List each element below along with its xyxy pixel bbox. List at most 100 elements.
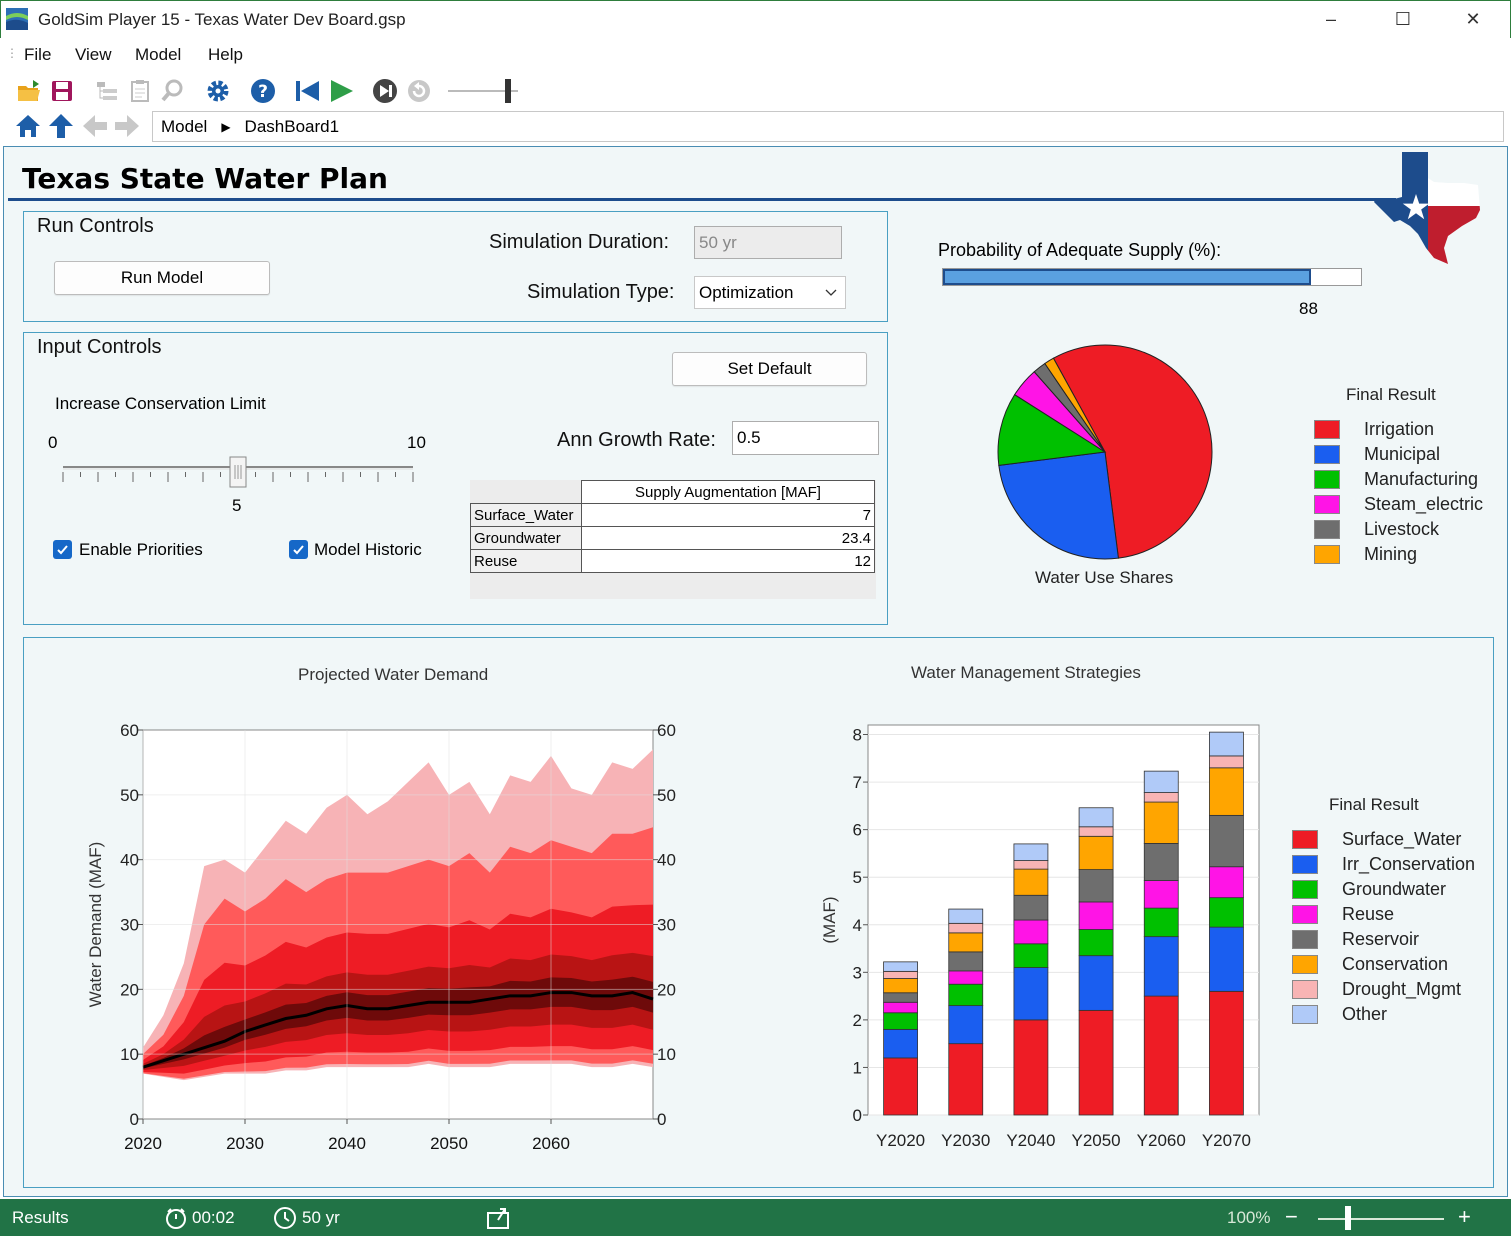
y-tick-label: 50	[120, 786, 139, 805]
home-icon[interactable]	[13, 112, 43, 140]
bar-segment-irr_conservation	[1143, 936, 1179, 997]
bar-segment-drought_mgmt	[883, 970, 918, 979]
zoom-slider-track[interactable]	[1318, 1218, 1444, 1220]
breadcrumb-root[interactable]: Model	[161, 116, 208, 136]
search-icon[interactable]	[158, 76, 188, 106]
clipboard-icon[interactable]	[125, 76, 155, 106]
menu-model[interactable]: Model	[135, 45, 182, 64]
bar-legend: Surface_Water Irr_Conservation Groundwater…	[1292, 827, 1475, 1027]
table-row: Groundwater 23.4	[470, 526, 875, 550]
tree-view-icon[interactable]	[92, 76, 122, 106]
y-tick-label: 5	[853, 868, 862, 887]
legend-label: Conservation	[1342, 954, 1449, 974]
strategies-bar-chart: 0 1 2 3 4 5 6 7 8 Y2020 Y2030 Y2040 Y2050 Y2060 Y2070 (…	[820, 724, 1260, 1150]
legend-label: Livestock	[1364, 519, 1440, 539]
legend-item: Irr_Conservation	[1292, 852, 1475, 877]
status-results: Results	[12, 1208, 69, 1227]
bar-segment-other	[1143, 770, 1179, 793]
row-value[interactable]: 23.4	[581, 526, 875, 550]
pie-slice-manufacturing	[997, 393, 1107, 466]
water-use-pie-chart	[997, 344, 1213, 560]
simulation-type-select[interactable]: Optimization	[694, 276, 846, 309]
plot-area	[867, 724, 1260, 1116]
legend-item: Manufacturing	[1314, 467, 1483, 492]
x-tick-label: Y2020	[876, 1131, 925, 1150]
pie-slice-irrigation	[1052, 344, 1213, 559]
slider-value-label: 5	[232, 496, 242, 515]
x-tick-label: 2040	[328, 1134, 366, 1153]
forward-arrow-icon[interactable]	[112, 112, 142, 140]
legend-swatch	[1292, 955, 1318, 974]
run-model-button[interactable]: Run Model	[54, 261, 270, 295]
legend-swatch	[1314, 545, 1340, 564]
window-title: GoldSim Player 15 - Texas Water Dev Boar…	[38, 10, 406, 29]
probability-bar	[942, 268, 1362, 286]
bar-segment-reuse	[1143, 880, 1179, 909]
legend-label: Drought_Mgmt	[1342, 979, 1462, 999]
zoom-in-button[interactable]: +	[1458, 1204, 1471, 1229]
enable-priorities-checkbox[interactable]	[53, 540, 72, 559]
bar-segment-reservoir	[1143, 843, 1179, 881]
y-tick-label: 4	[853, 916, 862, 935]
x-tick-label: 2050	[430, 1134, 468, 1153]
model-historic-checkbox[interactable]	[289, 540, 308, 559]
y-tick-label: 2	[853, 1011, 862, 1030]
probability-label: Probability of Adequate Supply (%):	[938, 240, 1222, 260]
row-value[interactable]: 12	[581, 549, 875, 573]
minimize-button[interactable]: –	[1325, 8, 1336, 29]
back-arrow-icon[interactable]	[80, 112, 110, 140]
set-default-button[interactable]: Set Default	[672, 352, 867, 386]
probability-bar-fill	[943, 269, 1311, 285]
row-value[interactable]: 7	[581, 503, 875, 527]
menu-file[interactable]: File	[24, 45, 52, 64]
menu-help[interactable]: Help	[208, 45, 243, 64]
maximize-button[interactable]: ☐	[1394, 8, 1412, 29]
breadcrumb-current[interactable]: DashBoard1	[244, 116, 340, 136]
bar-segment-other	[948, 908, 984, 924]
median-line	[142, 991, 654, 1069]
legend-item: Surface_Water	[1292, 827, 1475, 852]
legend-label: Irr_Conservation	[1342, 854, 1476, 874]
pie-slice-mining	[1044, 357, 1106, 453]
bar-segment-conservation	[1209, 767, 1244, 816]
y-tick-label: 6	[853, 821, 862, 840]
step-icon[interactable]	[370, 76, 400, 106]
zoom-out-button[interactable]: −	[1285, 1204, 1298, 1229]
x-tick-label: Y2050	[1071, 1131, 1120, 1150]
close-button[interactable]: ✕	[1465, 8, 1481, 29]
y-tick-label: 10	[120, 1045, 139, 1064]
bar-segment-reservoir	[1078, 869, 1114, 903]
legend-item: Municipal	[1314, 442, 1483, 467]
bar-segment-reuse	[1209, 866, 1244, 899]
rewind-icon[interactable]	[292, 76, 322, 106]
play-icon[interactable]	[326, 76, 356, 106]
breadcrumb-separator-icon: ▶	[221, 119, 231, 134]
bar-segment-groundwater	[1143, 907, 1179, 938]
bar-segment-drought_mgmt	[1209, 755, 1244, 769]
export-icon[interactable]	[485, 1205, 511, 1236]
menu-view[interactable]: View	[75, 45, 112, 64]
bar-segment-reuse	[883, 1001, 918, 1014]
legend-label: Groundwater	[1342, 879, 1447, 899]
speed-slider-handle[interactable]	[505, 79, 511, 103]
zoom-slider-handle[interactable]	[1345, 1206, 1351, 1230]
bar-segment-other	[1013, 843, 1049, 861]
help-icon[interactable]: ?	[248, 76, 278, 106]
y-tick-label: 40	[120, 851, 139, 870]
growth-rate-input[interactable]: 0.5	[732, 421, 879, 455]
legend-label: Steam_electric	[1364, 494, 1484, 514]
bar-segment-reservoir	[883, 992, 918, 1003]
chevron-down-icon	[825, 283, 837, 303]
up-arrow-icon[interactable]	[46, 112, 76, 140]
conservation-slider[interactable]	[55, 455, 420, 491]
gear-icon[interactable]	[203, 76, 233, 106]
table-row: Reuse 12	[470, 549, 875, 573]
save-icon[interactable]	[47, 76, 77, 106]
reset-icon[interactable]	[404, 76, 434, 106]
legend-swatch	[1314, 470, 1340, 489]
speed-slider-track[interactable]	[448, 90, 518, 92]
bar-segment-other	[1078, 807, 1114, 828]
open-folder-icon[interactable]	[14, 76, 44, 106]
y-axis-label: (MAF)	[820, 896, 839, 943]
bar-segment-surface_water	[1143, 995, 1179, 1116]
